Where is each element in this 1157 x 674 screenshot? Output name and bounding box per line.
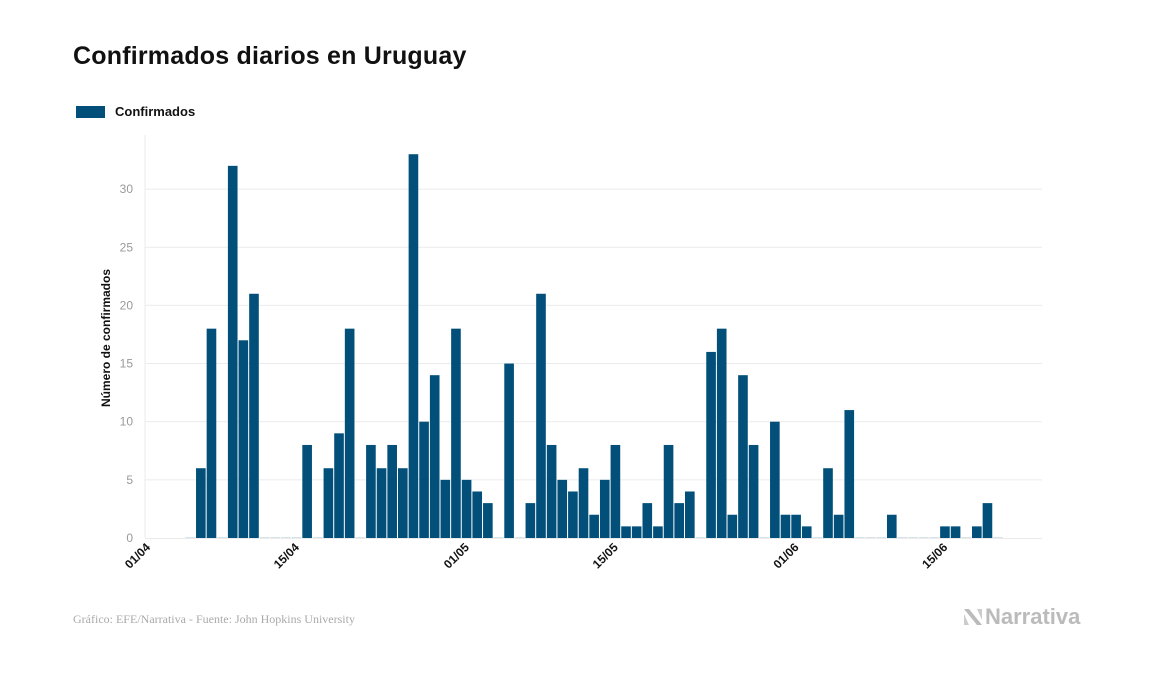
bar-15-04 <box>302 444 312 538</box>
bar-30-05 <box>780 514 791 538</box>
bar-14-05 <box>610 444 621 538</box>
bar-12-05 <box>589 514 599 538</box>
bar-09-06 <box>886 514 897 538</box>
bar-11-06 <box>908 537 918 538</box>
bar-07-04 <box>217 537 227 538</box>
legend-label: Confirmados <box>115 104 196 119</box>
bar-04-05 <box>504 363 514 538</box>
bar-08-04 <box>227 165 238 538</box>
y-tick-label: 30 <box>120 182 134 196</box>
bar-28-05 <box>759 537 770 538</box>
bar-07-05 <box>536 293 546 538</box>
logo-text: Narrativa <box>985 604 1081 629</box>
bar-13-04 <box>281 537 291 538</box>
bar-11-04 <box>259 537 270 538</box>
bar-23-05 <box>706 351 716 538</box>
bar-04-04 <box>185 537 196 538</box>
y-tick-label: 25 <box>120 240 134 254</box>
bar-10-04 <box>249 293 259 538</box>
bar-06-05 <box>525 503 536 538</box>
bar-16-04 <box>312 537 323 538</box>
bar-12-06 <box>918 537 929 538</box>
narrativa-logo-icon <box>964 609 982 625</box>
bar-17-04 <box>323 468 334 538</box>
bar-16-06 <box>961 537 972 538</box>
bar-12-04 <box>270 537 281 538</box>
y-tick-label: 10 <box>120 415 134 429</box>
legend-swatch <box>76 105 105 118</box>
bar-27-04 <box>429 375 440 538</box>
bar-08-05 <box>546 444 557 538</box>
x-tick-label: 15/05 <box>590 540 621 571</box>
bar-18-05 <box>653 526 663 538</box>
bar-16-05 <box>631 526 642 538</box>
bar-20-04 <box>355 537 366 538</box>
bar-05-04 <box>196 468 206 538</box>
bar-18-06 <box>982 503 993 538</box>
bar-26-05 <box>738 375 748 538</box>
bar-25-05 <box>727 514 738 538</box>
bar-19-05 <box>663 444 674 538</box>
bar-02-06 <box>812 537 823 538</box>
bar-05-05 <box>514 537 525 538</box>
y-tick-label: 5 <box>126 473 133 487</box>
bar-02-05 <box>483 503 493 538</box>
y-axis-label: Número de confirmados <box>99 269 113 407</box>
bar-09-04 <box>238 340 249 538</box>
bar-29-04 <box>451 328 461 538</box>
bar-03-06 <box>823 468 833 538</box>
bar-07-06 <box>865 537 876 538</box>
bar-13-06 <box>929 537 940 538</box>
bar-29-05 <box>770 421 780 538</box>
bar-24-05 <box>716 328 727 538</box>
bar-25-04 <box>408 154 419 538</box>
bar-19-04 <box>344 328 355 538</box>
x-tick-label: 01/06 <box>770 540 801 571</box>
bar-24-04 <box>397 468 408 538</box>
x-tick-label: 15/06 <box>919 540 950 571</box>
bar-13-05 <box>599 479 610 538</box>
bar-10-05 <box>568 491 578 538</box>
bar-18-04 <box>334 433 344 538</box>
bar-14-04 <box>291 537 302 538</box>
bar-05-06 <box>844 410 855 538</box>
bar-26-04 <box>419 421 429 538</box>
bar-30-04 <box>461 479 472 538</box>
x-tick-label: 15/04 <box>271 540 302 571</box>
bar-19-06 <box>993 537 1003 538</box>
bar-03-05 <box>493 537 504 538</box>
bar-17-06 <box>972 526 982 538</box>
bar-08-06 <box>876 537 886 538</box>
bar-01-06 <box>801 526 812 538</box>
y-tick-label: 0 <box>126 531 133 545</box>
bar-11-05 <box>578 468 589 538</box>
bar-01-05 <box>472 491 483 538</box>
bar-06-06 <box>855 537 865 538</box>
bar-20-05 <box>674 503 684 538</box>
bar-22-04 <box>376 468 387 538</box>
bar-14-06 <box>940 526 950 538</box>
bar-23-04 <box>387 444 397 538</box>
bar-10-06 <box>897 537 908 538</box>
legend: Confirmados <box>76 104 195 119</box>
chart-title: Confirmados diarios en Uruguay <box>73 42 467 70</box>
bar-17-05 <box>642 503 653 538</box>
source-credit: Gráfico: EFE/Narrativa - Fuente: John Ho… <box>73 612 355 626</box>
bar-21-05 <box>685 491 695 538</box>
bar-22-05 <box>695 537 706 538</box>
x-tick-label: 01/05 <box>441 540 472 571</box>
bar-04-06 <box>833 514 844 538</box>
bar-15-05 <box>621 526 631 538</box>
y-tick-label: 20 <box>120 298 134 312</box>
bar-28-04 <box>440 479 451 538</box>
bar-09-05 <box>557 479 568 538</box>
bar-06-04 <box>206 328 217 538</box>
y-tick-label: 15 <box>120 357 134 371</box>
bar-31-05 <box>791 514 801 538</box>
bar-21-04 <box>366 444 376 538</box>
bar-15-06 <box>950 526 961 538</box>
bar-27-05 <box>748 444 759 538</box>
narrativa-logo: Narrativa <box>963 604 1080 630</box>
